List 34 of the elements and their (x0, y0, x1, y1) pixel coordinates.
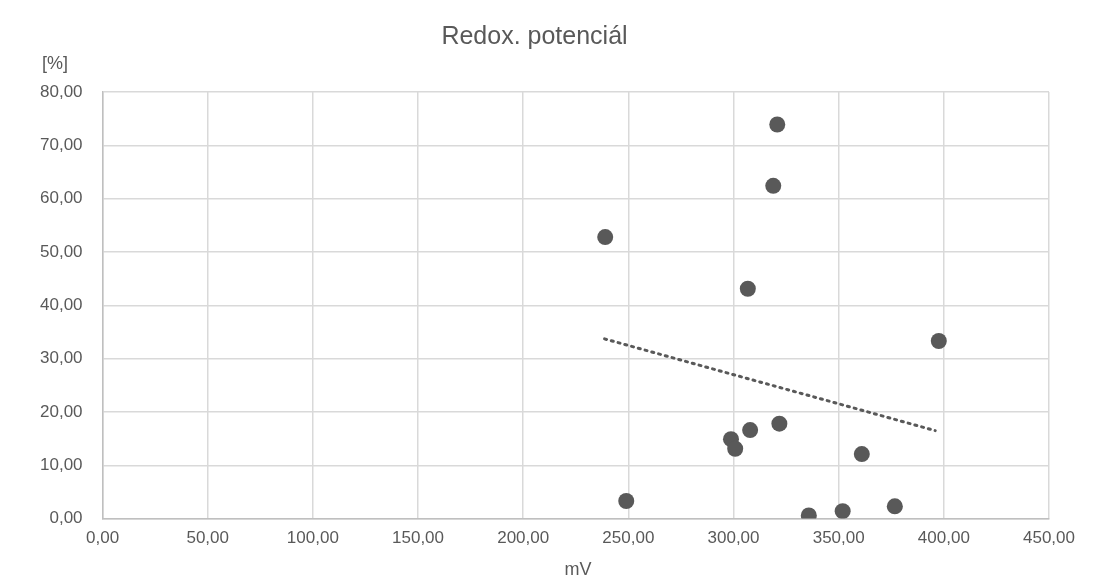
y-tick-label: 10,00 (39, 454, 83, 474)
y-tick-label: 50,00 (39, 241, 83, 261)
y-tick-label: 60,00 (39, 188, 83, 208)
point (853, 446, 870, 463)
point (771, 415, 788, 432)
point (834, 503, 851, 519)
y-tick-label: 70,00 (39, 135, 83, 155)
x-tick-label: 450,00 (1023, 528, 1075, 548)
x-tick-label: 400,00 (917, 528, 970, 548)
point (769, 116, 786, 133)
point (727, 440, 744, 457)
x-tick-label: 0,00 (85, 528, 120, 548)
y-tick-label: 80,00 (39, 81, 83, 101)
y-tick-label: 0,00 (49, 508, 83, 528)
x-tick-label: 150,00 (392, 528, 445, 548)
point (618, 493, 635, 509)
point (930, 333, 947, 350)
y-tick-label: 30,00 (39, 348, 83, 368)
x-tick-label: 250,00 (602, 528, 655, 548)
point (765, 177, 782, 194)
x-tick-label: 350,00 (812, 528, 865, 548)
point (742, 422, 759, 439)
point (597, 229, 614, 246)
y-axis-title: [%] (41, 52, 69, 73)
x-tick-label: 300,00 (707, 528, 760, 548)
x-tick-label: 200,00 (497, 528, 550, 548)
chart-title: Redox. potenciál (441, 20, 628, 49)
point (739, 280, 756, 297)
x-axis-title: mV (564, 558, 592, 579)
y-tick-label: 40,00 (39, 294, 83, 314)
point (886, 498, 903, 515)
x-tick-label: 50,00 (186, 528, 229, 548)
x-tick-label: 100,00 (286, 528, 339, 548)
y-tick-label: 20,00 (39, 401, 83, 421)
